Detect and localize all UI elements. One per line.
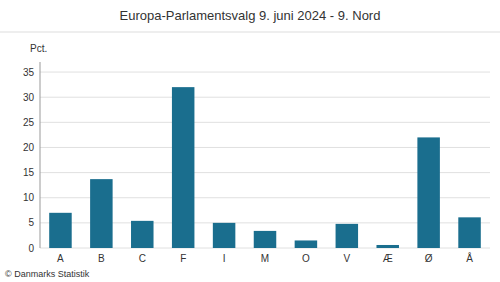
- x-tick-label: V: [343, 253, 350, 264]
- bar: [213, 223, 236, 248]
- x-tick-label: M: [261, 253, 269, 264]
- x-tick-label: F: [180, 253, 186, 264]
- y-tick-label: 30: [23, 92, 35, 103]
- y-axis-label: Pct.: [30, 43, 47, 54]
- x-tick-label: O: [302, 253, 310, 264]
- x-tick-label: Å: [466, 252, 473, 264]
- y-axis-line: [40, 62, 41, 248]
- y-tick-label: 25: [23, 117, 35, 128]
- x-tick-label: Ø: [425, 253, 433, 264]
- x-tick-label: I: [223, 253, 226, 264]
- chart-container: Europa-Parlamentsvalg 9. juni 2024 - 9. …: [0, 0, 500, 282]
- bar: [172, 87, 195, 248]
- grid-line: [40, 72, 490, 73]
- x-tick-label: Æ: [383, 253, 393, 264]
- bar: [336, 224, 359, 248]
- grid-line: [40, 122, 490, 123]
- x-tick-label: A: [57, 253, 64, 264]
- y-tick-label: 0: [28, 243, 34, 254]
- y-tick-label: 15: [23, 167, 35, 178]
- footer: © Danmarks Statistik: [5, 269, 90, 279]
- y-tick-label: 20: [23, 142, 35, 153]
- bar: [295, 240, 318, 248]
- bar: [376, 245, 399, 248]
- y-tick-label: 10: [23, 192, 35, 203]
- title: Europa-Parlamentsvalg 9. juni 2024 - 9. …: [120, 8, 381, 23]
- bars: [49, 87, 481, 248]
- y-tick-label: 35: [23, 67, 35, 78]
- bar: [254, 231, 277, 248]
- grid-line: [40, 97, 490, 98]
- bar: [131, 221, 154, 248]
- y-tick-label: 5: [28, 217, 34, 228]
- x-tick-label: B: [98, 253, 105, 264]
- x-tick-label: C: [139, 253, 146, 264]
- grid: [40, 72, 490, 248]
- title-rule: [0, 32, 500, 33]
- chart: Europa-Parlamentsvalg 9. juni 2024 - 9. …: [0, 0, 500, 282]
- bar: [49, 213, 72, 248]
- bar: [458, 217, 481, 248]
- bar: [417, 137, 440, 248]
- bar: [90, 179, 113, 248]
